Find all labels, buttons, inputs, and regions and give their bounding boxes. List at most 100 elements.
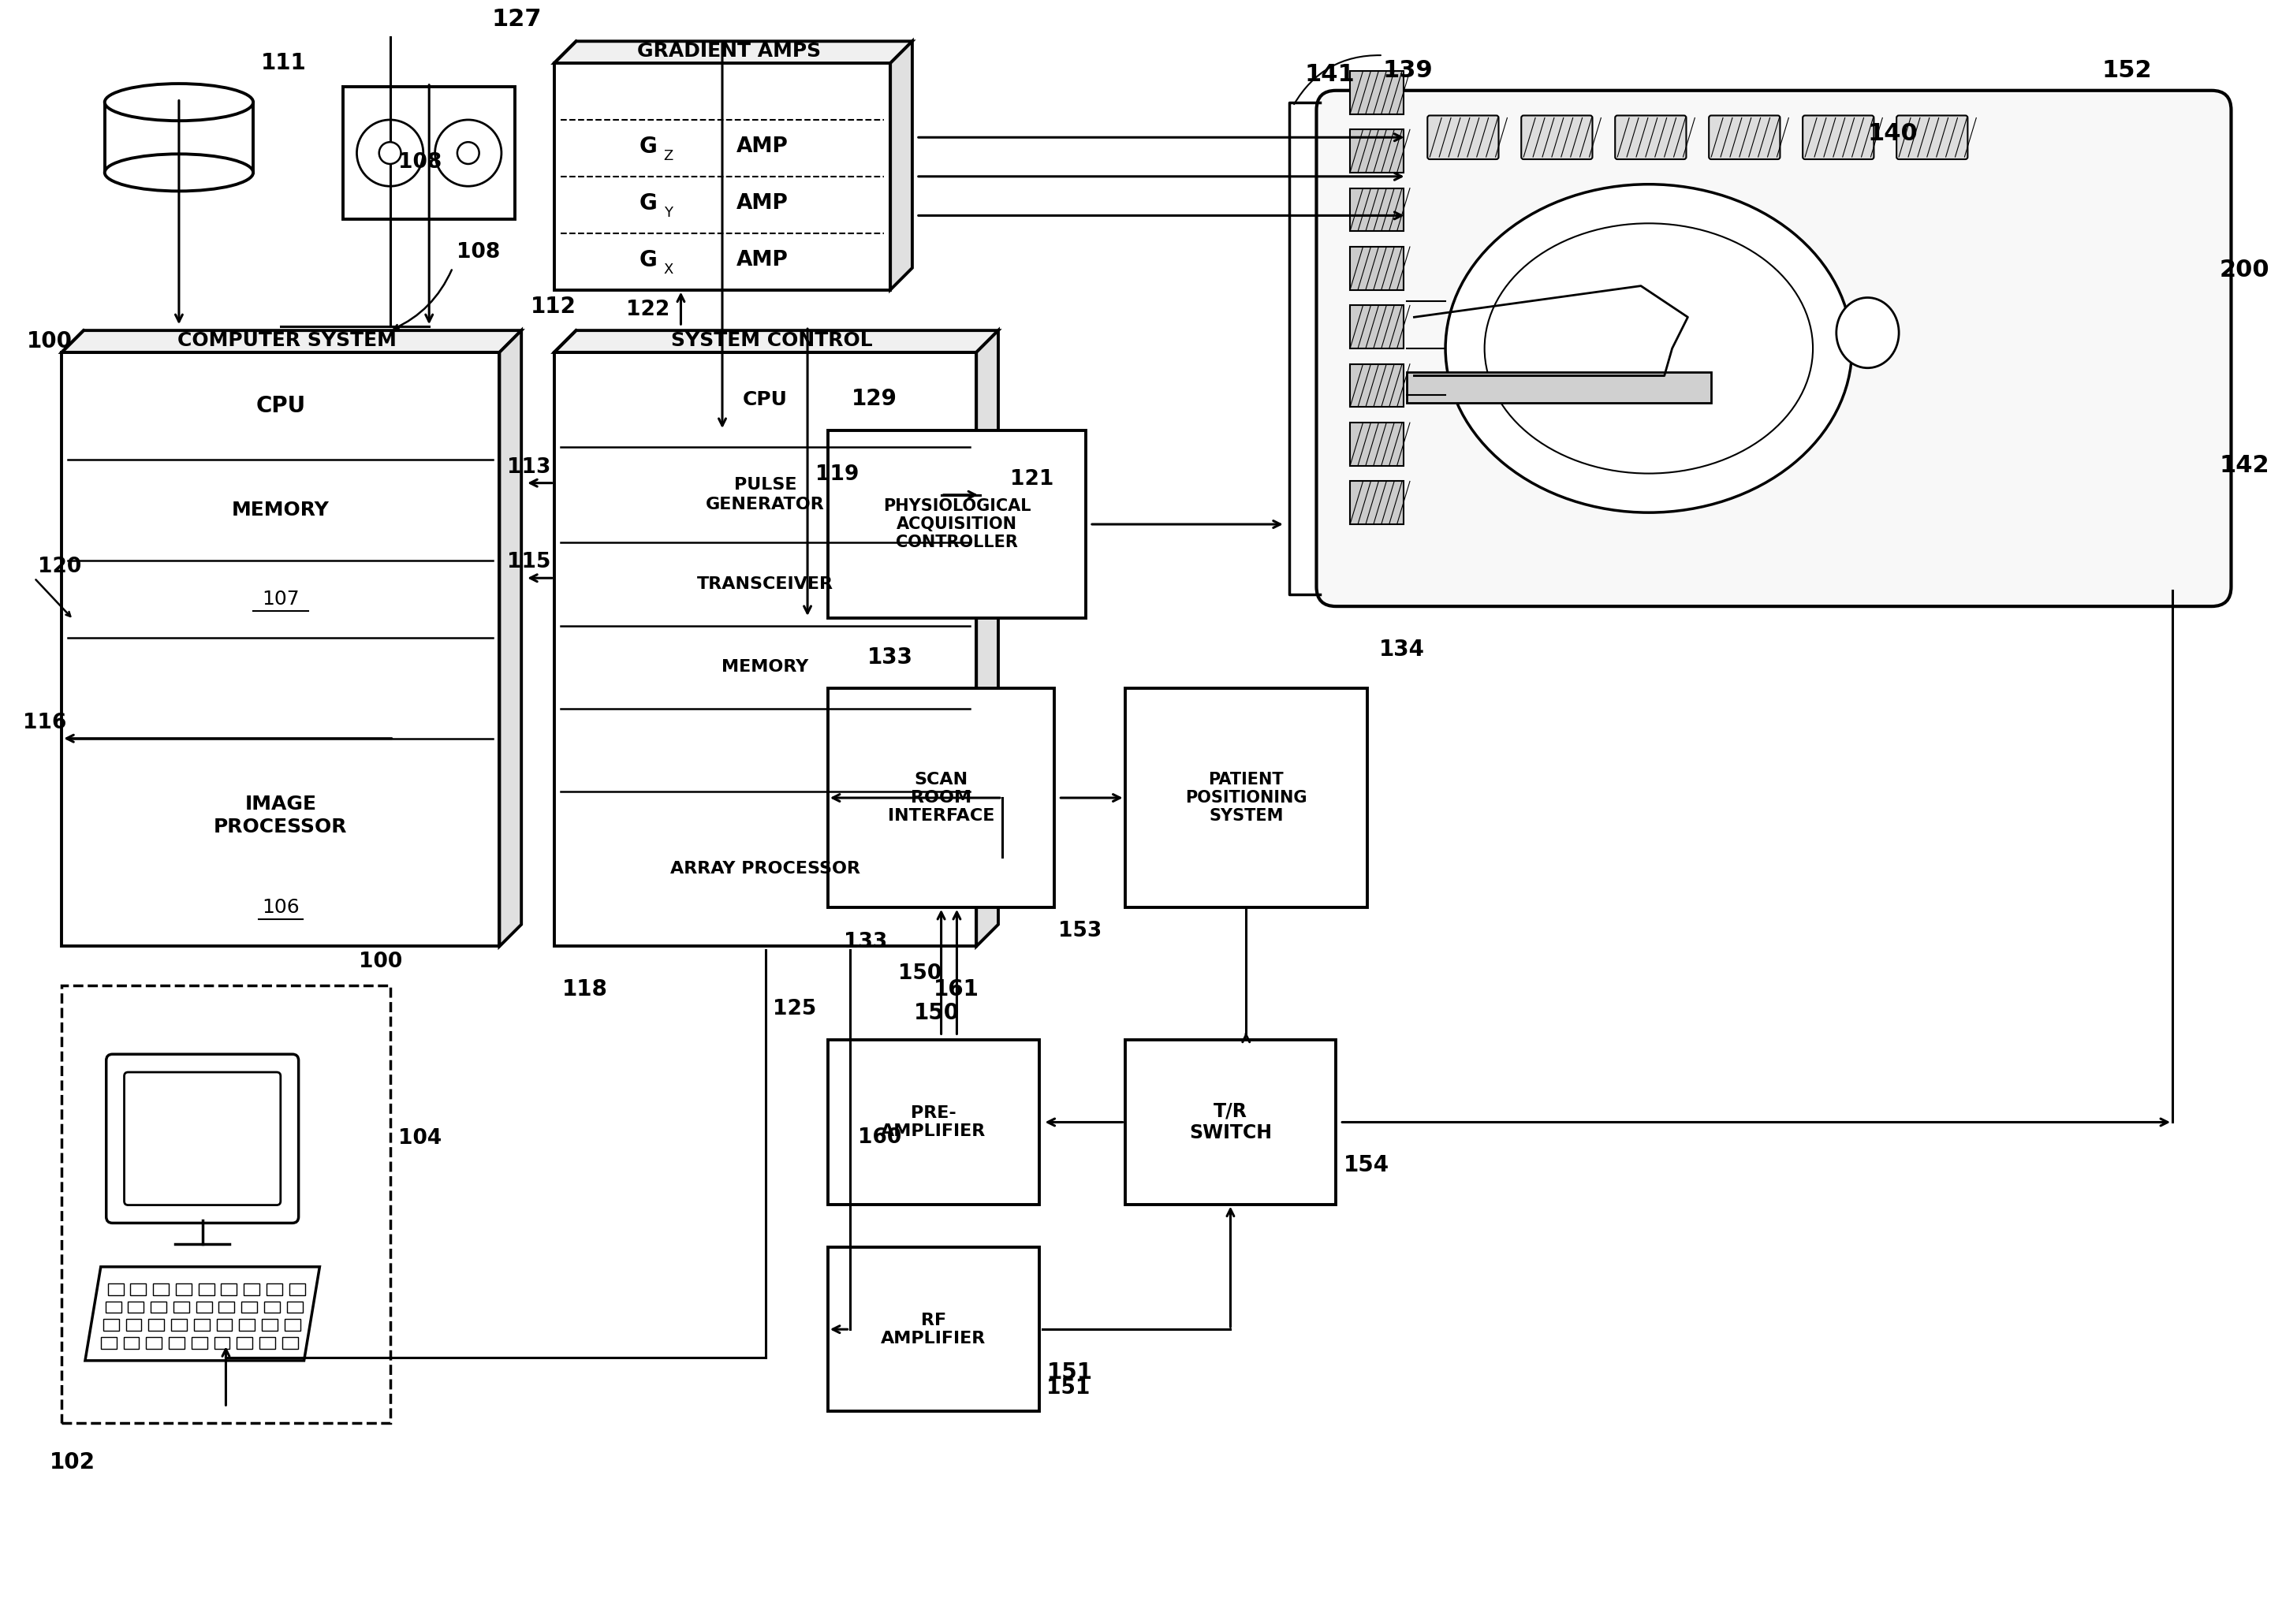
Ellipse shape [356, 120, 422, 187]
Text: 113: 113 [507, 456, 550, 477]
Polygon shape [62, 352, 500, 947]
Text: 102: 102 [50, 1452, 96, 1473]
Polygon shape [1351, 130, 1403, 172]
Text: T/R
SWITCH: T/R SWITCH [1189, 1101, 1271, 1143]
Text: 140: 140 [1867, 122, 1917, 145]
Polygon shape [1125, 1039, 1335, 1205]
Text: CPU: CPU [744, 390, 787, 409]
Bar [146, 1337, 162, 1350]
Text: 115: 115 [507, 552, 550, 573]
Text: IMAGE
PROCESSOR: IMAGE PROCESSOR [215, 794, 347, 836]
Text: 118: 118 [561, 978, 607, 1000]
Text: 100: 100 [27, 330, 73, 352]
Text: 125: 125 [774, 999, 817, 1020]
Polygon shape [555, 63, 890, 289]
Ellipse shape [1837, 297, 1899, 369]
Text: G: G [639, 248, 657, 271]
Text: SCAN
ROOM
INTERFACE: SCAN ROOM INTERFACE [888, 771, 995, 823]
Polygon shape [890, 41, 913, 289]
Text: GRADIENT AMPS: GRADIENT AMPS [637, 42, 822, 60]
FancyBboxPatch shape [1616, 115, 1686, 159]
Bar [219, 1301, 235, 1312]
Bar [283, 1337, 297, 1350]
Text: MEMORY: MEMORY [233, 500, 329, 520]
Polygon shape [555, 352, 977, 947]
Text: 100: 100 [358, 952, 402, 973]
Text: PHYSIOLOGICAL
ACQUISITION
CONTROLLER: PHYSIOLOGICAL ACQUISITION CONTROLLER [883, 499, 1031, 551]
Polygon shape [555, 330, 997, 352]
Text: 108: 108 [397, 153, 440, 172]
Text: 160: 160 [858, 1127, 901, 1148]
Bar [173, 1301, 189, 1312]
Bar [285, 1319, 301, 1332]
Polygon shape [1351, 247, 1403, 289]
Text: G: G [639, 135, 657, 158]
Polygon shape [62, 986, 390, 1423]
Text: AMP: AMP [737, 250, 790, 270]
Text: AMP: AMP [737, 193, 790, 213]
Bar [196, 1301, 212, 1312]
Bar [171, 1319, 187, 1332]
Polygon shape [1351, 364, 1403, 408]
Bar [244, 1283, 260, 1294]
Bar [169, 1337, 185, 1350]
Polygon shape [500, 330, 520, 947]
Text: COMPUTER SYSTEM: COMPUTER SYSTEM [178, 331, 397, 349]
Bar [290, 1283, 306, 1294]
Text: 142: 142 [2220, 455, 2271, 477]
Text: 154: 154 [1344, 1155, 1390, 1176]
Text: 108: 108 [456, 242, 500, 263]
Text: 150: 150 [899, 963, 942, 984]
Text: CPU: CPU [256, 395, 306, 417]
FancyBboxPatch shape [107, 1054, 299, 1223]
Text: 150: 150 [913, 1002, 961, 1023]
Text: Z: Z [664, 149, 673, 162]
Polygon shape [1351, 422, 1403, 466]
Text: 133: 133 [844, 932, 888, 953]
Polygon shape [1125, 689, 1367, 908]
Text: 129: 129 [851, 388, 897, 411]
Text: 116: 116 [23, 713, 66, 732]
Ellipse shape [1445, 184, 1853, 513]
Bar [107, 1283, 123, 1294]
FancyBboxPatch shape [1803, 115, 1874, 159]
Ellipse shape [105, 154, 253, 192]
Text: 134: 134 [1378, 638, 1424, 661]
Bar [260, 1337, 276, 1350]
FancyBboxPatch shape [123, 1072, 281, 1205]
Text: 141: 141 [1305, 63, 1356, 86]
Polygon shape [977, 330, 997, 947]
Polygon shape [1351, 71, 1403, 114]
Text: 121: 121 [1011, 469, 1054, 489]
Bar [265, 1301, 281, 1312]
Polygon shape [1351, 481, 1403, 525]
Text: MEMORY: MEMORY [721, 659, 808, 676]
Bar [123, 1337, 139, 1350]
Text: 112: 112 [532, 296, 577, 318]
Text: 153: 153 [1059, 921, 1102, 940]
Text: 161: 161 [933, 978, 979, 1000]
Bar [267, 1283, 283, 1294]
Text: RF
AMPLIFIER: RF AMPLIFIER [881, 1312, 986, 1346]
Bar [242, 1301, 258, 1312]
Text: 151: 151 [1047, 1361, 1093, 1384]
Text: 119: 119 [815, 464, 858, 484]
Bar [199, 1283, 215, 1294]
Ellipse shape [105, 84, 253, 120]
Polygon shape [342, 86, 516, 219]
Bar [194, 1319, 210, 1332]
Ellipse shape [379, 141, 402, 164]
Polygon shape [828, 1247, 1038, 1411]
FancyBboxPatch shape [1522, 115, 1593, 159]
Polygon shape [555, 41, 913, 63]
Text: PATIENT
POSITIONING
SYSTEM: PATIENT POSITIONING SYSTEM [1184, 771, 1308, 823]
Ellipse shape [436, 120, 502, 187]
Text: 111: 111 [260, 52, 306, 75]
Polygon shape [1351, 305, 1403, 349]
Bar [126, 1319, 141, 1332]
Bar [215, 1337, 230, 1350]
Text: 133: 133 [867, 646, 913, 667]
Polygon shape [84, 1267, 319, 1361]
FancyBboxPatch shape [1317, 91, 2232, 606]
Bar [217, 1319, 233, 1332]
